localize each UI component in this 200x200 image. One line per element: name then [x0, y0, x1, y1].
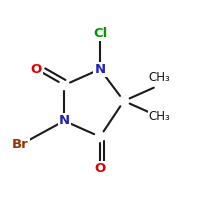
Text: N: N	[59, 114, 70, 127]
Text: O: O	[94, 162, 106, 175]
Text: CH₃: CH₃	[149, 71, 170, 84]
Text: O: O	[31, 63, 42, 76]
Text: Br: Br	[12, 138, 29, 151]
Text: N: N	[94, 63, 106, 76]
Text: Cl: Cl	[93, 27, 107, 40]
Text: CH₃: CH₃	[149, 110, 170, 123]
